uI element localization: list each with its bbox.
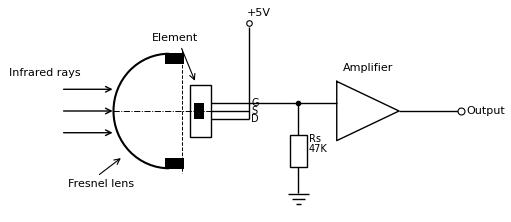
Bar — [194, 103, 203, 119]
Text: D: D — [251, 114, 259, 124]
Text: Rs: Rs — [309, 134, 321, 144]
Text: Output: Output — [466, 106, 505, 116]
Bar — [190, 85, 211, 137]
Text: S: S — [251, 106, 258, 116]
Text: Infrared rays: Infrared rays — [9, 68, 81, 78]
Text: Fresnel lens: Fresnel lens — [68, 179, 134, 189]
Text: Amplifier: Amplifier — [343, 63, 393, 73]
Bar — [165, 159, 184, 169]
Text: +5V: +5V — [247, 8, 271, 18]
Bar — [165, 53, 184, 63]
Bar — [290, 135, 307, 167]
Text: 47K: 47K — [309, 144, 328, 154]
Text: G: G — [251, 98, 259, 108]
Text: Element: Element — [152, 33, 198, 43]
